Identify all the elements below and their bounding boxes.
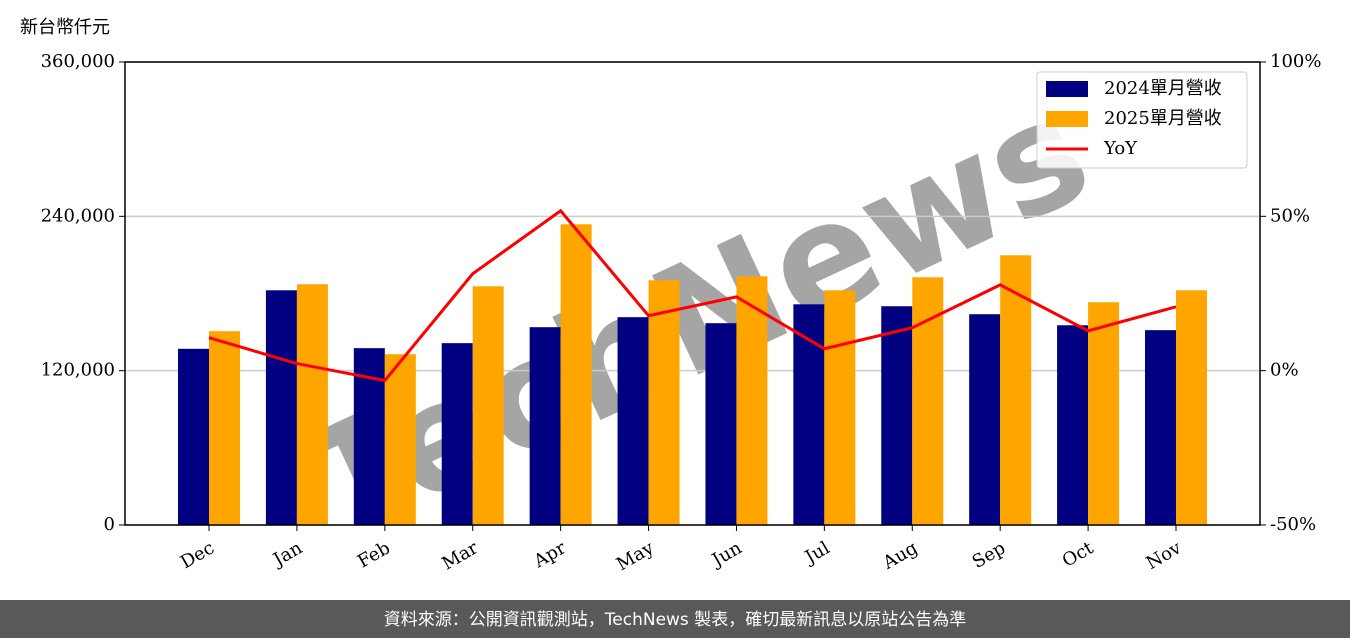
x-tick-label: Apr [530,537,570,572]
x-tick-label: Oct [1059,537,1098,572]
x-tick-label: Jan [268,537,306,571]
x-tick-label: Sep [969,537,1009,572]
bar [1176,290,1207,525]
x-tick-label: Jul [800,537,834,569]
bar [705,323,737,525]
bar [736,276,768,525]
y2-tick-label: 100% [1270,51,1321,72]
bar [969,314,1001,525]
bar [824,290,856,525]
bar [1088,302,1120,525]
legend-label: 2024單月營收 [1104,78,1222,99]
bar [441,343,473,525]
bar [881,306,913,525]
legend-swatch [1046,111,1088,127]
bar [384,354,416,525]
bar [1000,255,1032,526]
y-tick-label: 360,000 [41,51,115,72]
y-tick-label: 0 [104,514,115,535]
x-tick-label: Mar [439,537,483,574]
bar [529,327,561,525]
bar [793,304,825,525]
footer-bar [0,600,1350,638]
bar [178,348,209,525]
legend-label: YoY [1103,138,1138,159]
y-tick-label: 120,000 [41,360,115,381]
y-tick-label: 240,000 [41,205,115,226]
bar [472,286,504,525]
bar [265,290,297,525]
y2-tick-label: 50% [1270,205,1310,226]
bar [296,284,328,525]
plot-frame [124,61,1261,526]
legend: 2024單月營收 2025單月營收 YoY [1036,71,1248,169]
bar [1145,330,1176,525]
legend-swatch [1046,81,1088,97]
y2-tick-label: 0% [1270,360,1299,381]
legend-box [1036,71,1248,169]
x-tick-label: Jun [707,537,746,572]
bar [560,224,592,525]
y-axis-title: 新台幣仟元 [20,17,110,38]
x-tick-label: Dec [177,537,218,573]
bar [617,317,649,525]
x-tick-label: Nov [1143,537,1186,574]
x-tick-label: Aug [879,537,922,574]
legend-label: 2025單月營收 [1104,108,1222,129]
line [208,208,1177,383]
bar [209,331,240,525]
footer: 資料來源：公開資訊觀測站，TechNews 製表，確切最新訊息以原站公告為準 [384,610,966,630]
y2-tick-label: -50% [1270,514,1316,535]
bar [1057,325,1089,525]
bar [648,280,680,525]
x-tick-label: May [613,537,658,575]
